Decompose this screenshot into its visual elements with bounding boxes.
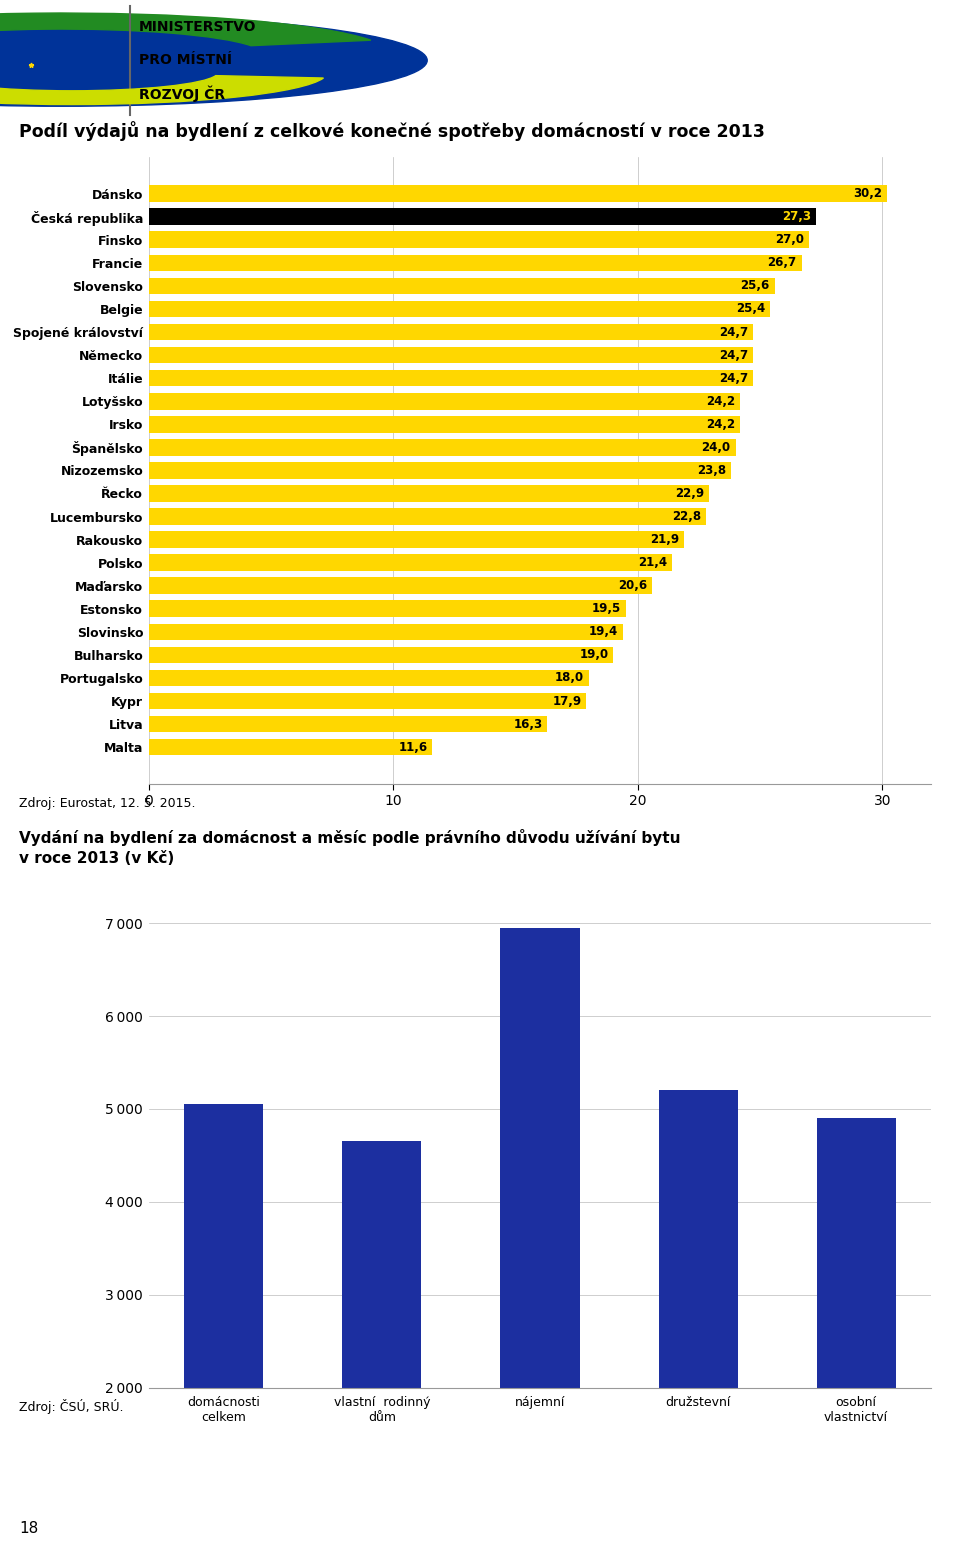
Bar: [149, 601, 626, 618]
Text: Vydání na bydlení za domácnost a měsíc podle právního důvodu užívání bytu
v roce: Vydání na bydlení za domácnost a měsíc p…: [19, 829, 681, 866]
Text: 22,8: 22,8: [672, 510, 702, 524]
Text: 25,6: 25,6: [740, 279, 770, 292]
Text: 11,6: 11,6: [398, 740, 427, 754]
Text: 25,4: 25,4: [735, 303, 765, 315]
Bar: [149, 485, 708, 502]
Bar: [659, 1090, 737, 1568]
Text: 24,0: 24,0: [702, 441, 731, 453]
Text: 27,3: 27,3: [782, 210, 811, 223]
Bar: [149, 646, 613, 663]
Bar: [149, 370, 753, 386]
Text: Zdroj: ČSÚ, SRÚ.: Zdroj: ČSÚ, SRÚ.: [19, 1399, 124, 1414]
Text: 24,7: 24,7: [719, 326, 748, 339]
Bar: [149, 670, 588, 687]
Bar: [817, 1118, 896, 1568]
Text: 24,7: 24,7: [719, 372, 748, 384]
Text: 27,0: 27,0: [775, 234, 804, 246]
Wedge shape: [0, 13, 371, 50]
Bar: [343, 1142, 421, 1568]
Bar: [149, 323, 753, 340]
Text: 21,9: 21,9: [650, 533, 680, 546]
Text: 17,9: 17,9: [552, 695, 582, 707]
Bar: [149, 577, 653, 594]
Bar: [149, 394, 740, 409]
Bar: [149, 416, 740, 433]
Text: PRO MÍSTNÍ: PRO MÍSTNÍ: [139, 53, 232, 67]
Bar: [149, 693, 587, 709]
Bar: [149, 254, 802, 271]
Bar: [149, 278, 775, 295]
Bar: [149, 463, 731, 478]
Text: ROZVOJ ČR: ROZVOJ ČR: [139, 86, 226, 102]
Bar: [149, 739, 432, 756]
Text: 16,3: 16,3: [514, 718, 542, 731]
Text: 26,7: 26,7: [768, 256, 797, 270]
Bar: [149, 624, 623, 640]
Text: MINISTERSTVO: MINISTERSTVO: [139, 19, 256, 33]
Text: 24,2: 24,2: [707, 395, 735, 408]
Bar: [149, 185, 887, 202]
Bar: [149, 508, 707, 525]
Wedge shape: [0, 75, 324, 105]
Bar: [149, 347, 753, 364]
Bar: [149, 717, 547, 732]
Text: 23,8: 23,8: [697, 464, 726, 477]
Text: 19,5: 19,5: [591, 602, 621, 615]
Circle shape: [0, 14, 427, 107]
Bar: [149, 555, 672, 571]
Bar: [149, 301, 770, 317]
Text: 30,2: 30,2: [853, 187, 882, 201]
Bar: [184, 1104, 263, 1568]
Text: 18,0: 18,0: [555, 671, 584, 685]
Text: 20,6: 20,6: [618, 579, 648, 593]
Text: 24,7: 24,7: [719, 348, 748, 362]
Text: 21,4: 21,4: [638, 557, 667, 569]
Bar: [149, 439, 735, 456]
Bar: [149, 532, 684, 547]
Text: 19,0: 19,0: [579, 649, 609, 662]
Text: 24,2: 24,2: [707, 417, 735, 431]
Bar: [149, 209, 816, 224]
Bar: [500, 928, 580, 1568]
Text: Podíl výdajů na bydlení z celkové konečné spotřeby domácností v roce 2013: Podíl výdajů na bydlení z celkové konečn…: [19, 121, 765, 141]
Bar: [149, 232, 809, 248]
Text: 18: 18: [19, 1521, 38, 1537]
Text: 22,9: 22,9: [675, 488, 704, 500]
Text: 19,4: 19,4: [589, 626, 618, 638]
Text: Zdroj: Eurostat, 12. 5. 2015.: Zdroj: Eurostat, 12. 5. 2015.: [19, 797, 196, 809]
